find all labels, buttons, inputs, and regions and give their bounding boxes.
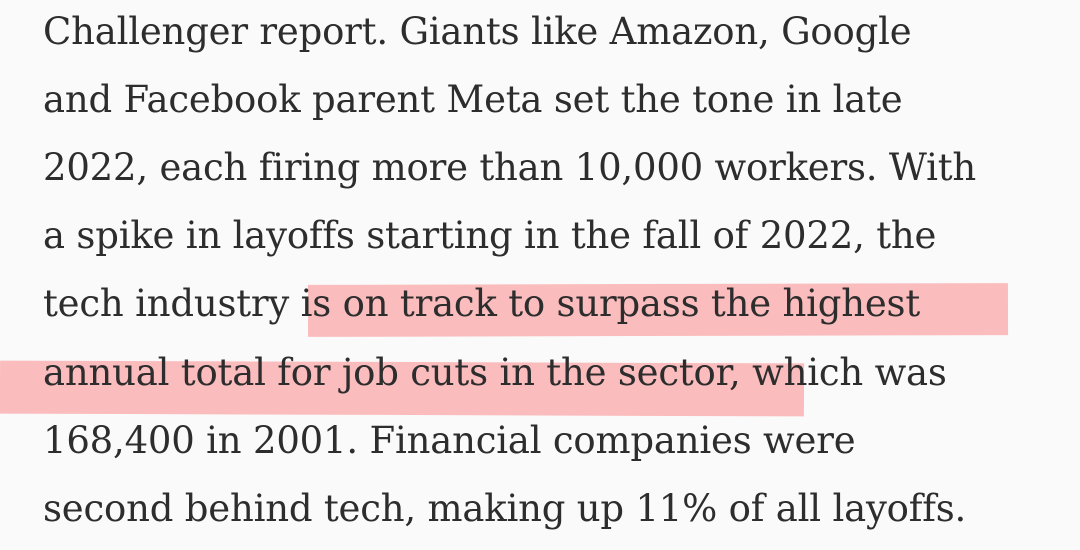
paragraph-line: second behind tech, making up 11% of all… (43, 487, 967, 530)
paragraph-line: annual total for job cuts in the sector,… (43, 351, 947, 394)
paragraph-line: and Facebook parent Meta set the tone in… (43, 78, 903, 121)
paragraph-line: tech industry is on track to surpass the… (43, 282, 921, 325)
paragraph-line: 2022, each firing more than 10,000 worke… (43, 146, 977, 189)
paragraph-line: a spike in layoffs starting in the fall … (43, 214, 937, 257)
paragraph-line: Challenger report. Giants like Amazon, G… (43, 10, 912, 53)
paragraph-line: 168,400 in 2001. Financial companies wer… (43, 419, 856, 462)
